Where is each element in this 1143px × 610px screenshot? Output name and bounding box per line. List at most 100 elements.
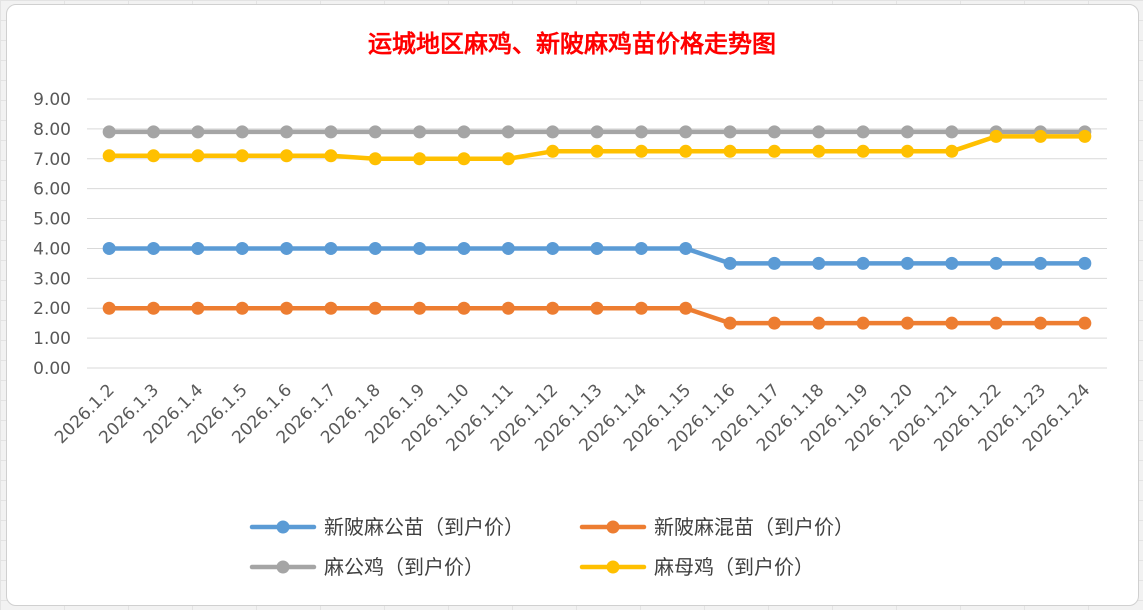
y-tick-label: 0.00 <box>33 359 71 379</box>
data-point <box>413 152 427 166</box>
data-point <box>501 125 515 139</box>
y-tick-label: 4.00 <box>33 239 71 259</box>
data-point <box>945 256 959 270</box>
data-point <box>723 316 737 330</box>
series-2 <box>102 301 1092 330</box>
data-point <box>1078 256 1092 270</box>
data-point <box>280 241 294 255</box>
y-tick-label: 7.00 <box>33 150 71 170</box>
data-point <box>546 241 560 255</box>
y-tick-label: 5.00 <box>33 210 71 230</box>
data-point <box>368 301 382 315</box>
y-tick-label: 3.00 <box>33 269 71 289</box>
data-point <box>235 125 249 139</box>
data-point <box>280 125 294 139</box>
data-point <box>147 149 161 163</box>
data-point <box>900 256 914 270</box>
y-axis-tick-labels: 0.00 1.00 2.00 3.00 4.00 5.00 6.00 7.00 8.00 9.00 <box>33 90 71 379</box>
data-point <box>812 144 826 158</box>
series-lines <box>102 125 1092 330</box>
data-point <box>679 144 693 158</box>
data-point <box>235 241 249 255</box>
data-point <box>812 256 826 270</box>
legend-label: 新陂麻混苗（到户价） <box>654 515 854 539</box>
data-point <box>280 301 294 315</box>
y-tick-label: 2.00 <box>33 299 71 319</box>
data-point <box>634 241 648 255</box>
data-point <box>679 125 693 139</box>
data-point <box>590 144 604 158</box>
y-tick-label: 6.00 <box>33 180 71 200</box>
data-point <box>235 149 249 163</box>
series-1 <box>102 241 1092 270</box>
data-point <box>723 144 737 158</box>
data-point <box>723 125 737 139</box>
data-point <box>634 301 648 315</box>
data-point <box>1033 316 1047 330</box>
data-point <box>368 125 382 139</box>
data-point <box>102 241 116 255</box>
y-tick-label: 1.00 <box>33 329 71 349</box>
line-chart: 运城地区麻鸡、新陂麻鸡苗价格走势图 0.00 1.00 2.00 3.00 4.00 5.… <box>33 29 1107 579</box>
legend-entry: 麻母鸡（到户价） <box>579 555 814 579</box>
data-point <box>324 149 338 163</box>
legend-entry: 新陂麻公苗（到户价） <box>249 515 524 539</box>
data-point <box>634 125 648 139</box>
data-point <box>501 301 515 315</box>
data-point <box>590 301 604 315</box>
data-point <box>501 152 515 166</box>
data-point <box>147 241 161 255</box>
data-point <box>989 316 1003 330</box>
data-point <box>147 301 161 315</box>
data-point <box>856 125 870 139</box>
data-point <box>457 125 471 139</box>
data-point <box>324 241 338 255</box>
data-point <box>945 144 959 158</box>
data-point <box>280 149 294 163</box>
data-point <box>1078 129 1092 143</box>
data-point <box>989 129 1003 143</box>
legend-label: 麻公鸡（到户价） <box>324 555 484 579</box>
data-point <box>723 256 737 270</box>
data-point <box>191 125 205 139</box>
data-point <box>767 125 781 139</box>
data-point <box>324 301 338 315</box>
legend-entry: 麻公鸡（到户价） <box>249 555 484 579</box>
data-point <box>989 256 1003 270</box>
data-point <box>1033 256 1047 270</box>
data-point <box>102 125 116 139</box>
legend-swatch-marker <box>276 560 290 574</box>
data-point <box>900 125 914 139</box>
legend-label: 麻母鸡（到户价） <box>654 555 814 579</box>
legend-swatch-marker <box>606 520 620 534</box>
data-point <box>634 144 648 158</box>
data-point <box>413 301 427 315</box>
data-point <box>679 241 693 255</box>
data-point <box>546 144 560 158</box>
data-point <box>900 144 914 158</box>
data-point <box>1078 316 1092 330</box>
data-point <box>679 301 693 315</box>
data-point <box>590 125 604 139</box>
data-point <box>368 241 382 255</box>
data-point <box>457 241 471 255</box>
data-point <box>147 125 161 139</box>
data-point <box>546 301 560 315</box>
data-point <box>457 301 471 315</box>
data-point <box>102 301 116 315</box>
data-point <box>413 125 427 139</box>
series-4 <box>102 129 1092 166</box>
data-point <box>501 241 515 255</box>
data-point <box>191 301 205 315</box>
data-point <box>767 256 781 270</box>
data-point <box>900 316 914 330</box>
chart-container[interactable]: 运城地区麻鸡、新陂麻鸡苗价格走势图 0.00 1.00 2.00 3.00 4.00 5.… <box>6 4 1139 606</box>
data-point <box>235 301 249 315</box>
legend-swatch-marker <box>606 560 620 574</box>
data-point <box>856 316 870 330</box>
legend-entry: 新陂麻混苗（到户价） <box>579 515 854 539</box>
x-axis-tick-labels: 2026.1.22026.1.32026.1.42026.1.52026.1.6… <box>51 380 1094 455</box>
data-point <box>812 316 826 330</box>
data-point <box>767 316 781 330</box>
legend-swatch-marker <box>276 520 290 534</box>
